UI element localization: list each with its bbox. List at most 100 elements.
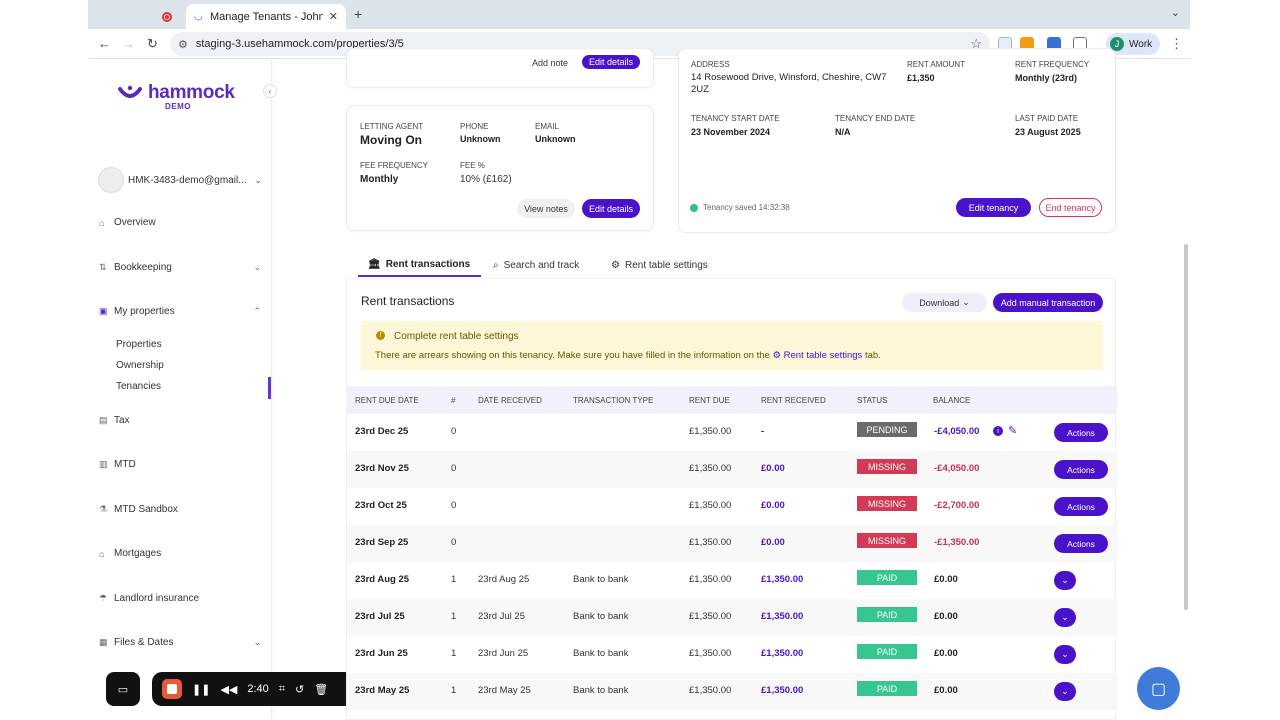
actions-button[interactable]: Actions	[1054, 497, 1108, 516]
expand-row-button[interactable]: ⌄	[1054, 571, 1076, 590]
rent-due: £1,350.00	[689, 685, 732, 696]
actions-button[interactable]: Actions	[1054, 460, 1108, 479]
expand-row-button[interactable]: ⌄	[1054, 608, 1076, 627]
column-header[interactable]: RENT DUE DATE	[355, 396, 419, 405]
sidebar-item-overview[interactable]: ⌂ Overview	[99, 217, 261, 228]
forward-icon[interactable]: →	[122, 36, 135, 51]
extension-icon[interactable]	[1047, 37, 1061, 51]
rent-received: £1,350.00	[761, 574, 804, 585]
add-manual-transaction-button[interactable]: Add manual transaction	[993, 293, 1103, 312]
column-header[interactable]: STATUS	[857, 396, 888, 405]
column-header[interactable]: DATE RECEIVED	[478, 396, 542, 405]
add-note-button[interactable]: Add note	[525, 53, 575, 72]
account-email: HMK-3483-demo@gmail...	[128, 174, 247, 186]
rewind-icon[interactable]: ◀◀	[220, 683, 238, 696]
table-row[interactable]: 23rd Nov 25 0 £1,350.00 £0.00 MISSING -£…	[347, 451, 1117, 488]
reload-icon[interactable]: ↻	[147, 36, 158, 51]
rent-received: £1,350.00	[761, 648, 804, 659]
menu-kebab-icon[interactable]: ⋮	[1170, 36, 1183, 51]
table-row[interactable]: 23rd Jul 25 1 23rd Jul 25 Bank to bank £…	[347, 599, 1117, 636]
sidebar-subitem-ownership[interactable]: Ownership	[116, 360, 164, 371]
camera-icon[interactable]: ▭	[106, 672, 140, 706]
actions-button[interactable]: Actions	[1054, 534, 1108, 553]
table-row[interactable]: 23rd Jun 25 1 23rd Jun 25 Bank to bank £…	[347, 636, 1117, 673]
sidebar-subitem-properties[interactable]: Properties	[116, 339, 162, 350]
table-row[interactable]: 23rd Aug 25 1 23rd Aug 25 Bank to bank £…	[347, 562, 1117, 599]
sidebar-item-mtd[interactable]: ▥ MTD	[99, 459, 261, 470]
alert-link-label: Rent table settings	[783, 350, 863, 361]
folder-icon: ▥	[99, 459, 108, 469]
back-icon[interactable]: ←	[98, 36, 111, 51]
trash-icon[interactable]: 🗑	[314, 683, 329, 696]
phone-label: PHONE	[460, 122, 489, 131]
table-row[interactable]: 23rd May 25 1 23rd May 25 Bank to bank £…	[347, 673, 1117, 710]
sidebar-item-landlord-insurance[interactable]: ☂ Landlord insurance	[99, 593, 261, 604]
site-settings-icon[interactable]: ⚙	[178, 38, 188, 51]
column-header[interactable]: RENT DUE	[689, 396, 730, 405]
stop-recording-button[interactable]	[162, 679, 182, 699]
sidebar-subitem-tenancies[interactable]: Tenancies	[116, 381, 162, 392]
column-header[interactable]: #	[451, 396, 456, 405]
recording-time: 2:40	[247, 683, 269, 695]
download-dropdown[interactable]: Download ⌄	[902, 293, 987, 312]
end-tenancy-button[interactable]: End tenancy	[1039, 198, 1102, 217]
pencil-icon[interactable]: ✎	[1008, 425, 1018, 437]
collapse-sidebar-button[interactable]: ‹	[263, 84, 277, 98]
edit-details-button[interactable]: Edit details	[582, 55, 640, 69]
chevron-down-icon: ⌄	[253, 637, 261, 647]
expand-row-button[interactable]: ⌄	[1054, 682, 1076, 701]
info-icon[interactable]: i	[993, 426, 1003, 436]
alert-link[interactable]: ⚙ Rent table settings	[772, 350, 863, 361]
table-row[interactable]: 23rd Oct 25 0 £1,350.00 £0.00 MISSING -£…	[347, 488, 1117, 525]
sidebar-item-files-dates[interactable]: ▦ Files & Dates ⌄	[99, 637, 261, 648]
column-header[interactable]: BALANCE	[933, 396, 971, 405]
column-header[interactable]: TRANSACTION TYPE	[573, 396, 654, 405]
new-tab-button[interactable]: +	[354, 6, 363, 22]
profile-button[interactable]: J Work	[1106, 33, 1161, 55]
grid-icon[interactable]: ⌗	[278, 682, 285, 695]
table-row[interactable]: 23rd Sep 25 0 £1,350.00 £0.00 MISSING -£…	[347, 525, 1117, 562]
expand-row-button[interactable]: ⌄	[1054, 645, 1076, 664]
transaction-type: Bank to bank	[573, 574, 629, 585]
chat-support-button[interactable]: ▢	[1137, 667, 1180, 710]
sidebar-item-bookkeeping[interactable]: ⇅ Bookkeeping ⌄	[99, 262, 261, 273]
actions-button[interactable]: Actions	[1054, 423, 1108, 442]
date-received: 23rd Jul 25	[478, 611, 526, 622]
balance: £0.00	[934, 611, 958, 622]
sidebar-item-mortgages[interactable]: ⌂ Mortgages	[99, 548, 261, 559]
file-icon: ▦	[99, 637, 108, 647]
page-scrollbar[interactable]	[1184, 244, 1188, 610]
balance: £0.00	[934, 574, 958, 585]
sidebar-item-label: MTD Sandbox	[114, 504, 178, 515]
profile-label: Work	[1129, 38, 1153, 50]
tab-recording[interactable]	[148, 4, 186, 29]
tab-search-and-track[interactable]: ⌕ Search and track	[493, 253, 579, 277]
sidebar-item-mtd-sandbox[interactable]: ⚗ MTD Sandbox	[99, 504, 261, 515]
count: 0	[451, 537, 457, 548]
sidebar-item-label: Bookkeeping	[114, 262, 172, 273]
sidebar-item-my-properties[interactable]: ▣ My properties ⌃	[99, 306, 261, 317]
tenancy-card: ADDRESS 14 Rosewood Drive, Winsford, Che…	[678, 48, 1116, 233]
tab-rent-transactions[interactable]: 🏛 Rent transactions	[358, 253, 481, 277]
chevron-down-icon: ⌄	[962, 297, 970, 307]
letting-agent-value: Moving On	[360, 133, 422, 147]
chevron-up-icon: ⌃	[253, 306, 261, 316]
account-switcher[interactable]: HMK-3483-demo@gmail... ⌄	[98, 167, 262, 193]
sidebar-item-tax[interactable]: ▤ Tax	[99, 415, 261, 426]
tab-manage-tenants[interactable]: ◡ Manage Tenants - John Smith ✕	[186, 4, 346, 29]
bookmark-star-icon[interactable]: ☆	[970, 36, 982, 51]
restart-icon[interactable]: ↺	[294, 683, 305, 696]
edit-details-button[interactable]: Edit details	[582, 199, 640, 218]
fee-frequency-label: FEE FREQUENCY	[360, 161, 429, 170]
pause-icon[interactable]: ❚❚	[192, 683, 211, 696]
tab-rent-table-settings[interactable]: ⚙ Rent table settings	[611, 253, 708, 277]
last-paid-label: LAST PAID DATE	[1015, 114, 1079, 123]
chevron-down-icon[interactable]: ⌄	[1170, 7, 1180, 19]
logo[interactable]: hammock	[118, 82, 235, 104]
column-header[interactable]: RENT RECEIVED	[761, 396, 826, 405]
edit-tenancy-button[interactable]: Edit tenancy	[956, 198, 1031, 217]
table-row[interactable]: 23rd Dec 25 0 £1,350.00 - PENDING -£4,05…	[347, 414, 1117, 451]
view-notes-button[interactable]: View notes	[517, 199, 575, 218]
extension-new-icon[interactable]	[1020, 37, 1034, 51]
close-icon[interactable]: ✕	[328, 11, 338, 23]
